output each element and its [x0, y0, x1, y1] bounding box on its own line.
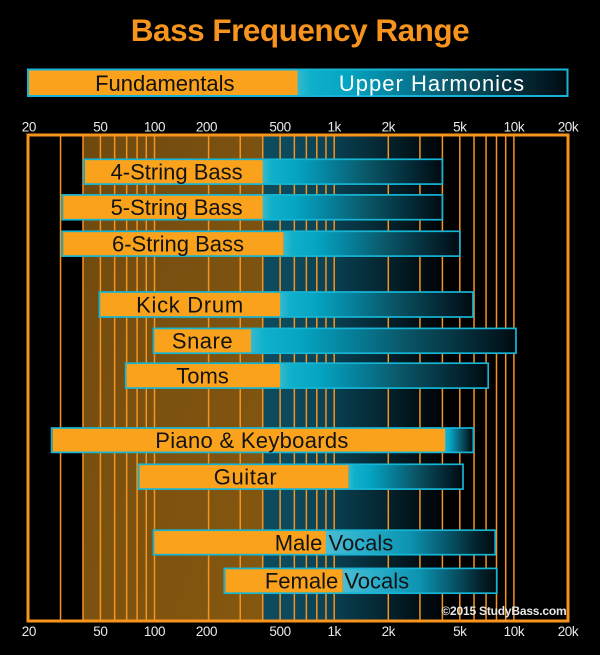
- svg-text:Piano & Keyboards: Piano & Keyboards: [155, 428, 348, 453]
- svg-text:Bass Frequency Range: Bass Frequency Range: [131, 12, 469, 48]
- svg-text:10k: 10k: [504, 120, 525, 135]
- svg-text:500: 500: [269, 120, 290, 135]
- svg-text:50: 50: [93, 624, 107, 639]
- svg-text:20k: 20k: [558, 120, 579, 135]
- svg-text:Guitar: Guitar: [214, 465, 278, 490]
- svg-text:200: 200: [196, 624, 217, 639]
- svg-text:2k: 2k: [382, 120, 396, 135]
- svg-text:5k: 5k: [453, 120, 467, 135]
- svg-text:10k: 10k: [504, 624, 525, 639]
- svg-text:Male Vocals: Male Vocals: [275, 530, 394, 555]
- svg-text:500: 500: [269, 624, 290, 639]
- svg-text:100: 100: [144, 120, 165, 135]
- svg-text:Female Vocals: Female Vocals: [265, 569, 409, 594]
- svg-text:6-String Bass: 6-String Bass: [112, 232, 244, 257]
- svg-text:20: 20: [22, 624, 36, 639]
- svg-text:©2015 StudyBass.com: ©2015 StudyBass.com: [441, 604, 566, 618]
- svg-text:20: 20: [22, 120, 36, 135]
- svg-text:Snare: Snare: [172, 329, 233, 354]
- svg-text:1k: 1k: [327, 624, 341, 639]
- svg-text:50: 50: [93, 120, 107, 135]
- svg-text:Kick Drum: Kick Drum: [136, 292, 244, 317]
- svg-text:5k: 5k: [453, 624, 467, 639]
- svg-text:1k: 1k: [327, 120, 341, 135]
- svg-text:200: 200: [196, 120, 217, 135]
- svg-text:100: 100: [144, 624, 165, 639]
- svg-text:2k: 2k: [382, 624, 396, 639]
- svg-text:5-String Bass: 5-String Bass: [111, 195, 243, 220]
- svg-text:Upper Harmonics: Upper Harmonics: [339, 71, 525, 96]
- svg-text:Toms: Toms: [176, 364, 229, 389]
- svg-text:4-String Bass: 4-String Bass: [111, 160, 243, 185]
- svg-text:Fundamentals: Fundamentals: [95, 71, 234, 96]
- svg-text:20k: 20k: [558, 624, 579, 639]
